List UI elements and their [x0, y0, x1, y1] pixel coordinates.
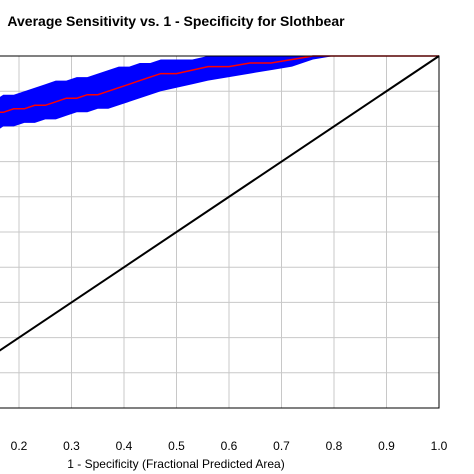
mean-roc-line: [0, 55, 439, 114]
x-tick-label: 0.2: [11, 439, 28, 453]
x-tick-labels: 0.2 0.3 0.4 0.5 0.6 0.7 0.8 0.9 1.0: [11, 439, 448, 453]
plot-frame: [0, 55, 440, 409]
x-tick-label: 0.6: [221, 439, 238, 453]
x-tick-label: 0.7: [273, 439, 290, 453]
chart-title: Average Sensitivity vs. 1 - Specificity …: [7, 13, 345, 29]
x-tick-label: 0.4: [116, 439, 133, 453]
x-tick-label: 0.8: [326, 439, 343, 453]
grid: [0, 56, 439, 408]
confidence-band: [0, 56, 439, 129]
x-axis-label: 1 - Specificity (Fractional Predicted Ar…: [67, 457, 284, 471]
x-tick-label: 1.0: [431, 439, 448, 453]
x-tick-label: 0.9: [378, 439, 395, 453]
x-tick-label: 0.3: [63, 439, 80, 453]
random-prediction-line: [0, 55, 440, 352]
x-tick-label: 0.5: [168, 439, 185, 453]
